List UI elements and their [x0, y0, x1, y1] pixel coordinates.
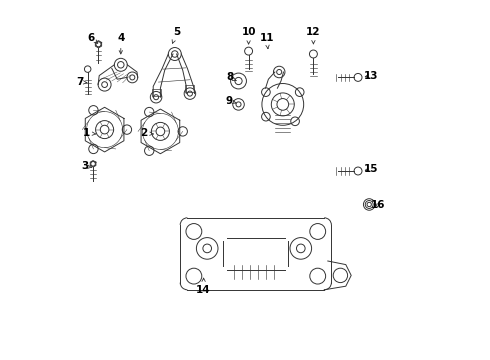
- Text: 1: 1: [83, 128, 96, 138]
- Text: 5: 5: [172, 27, 180, 43]
- Text: 8: 8: [226, 72, 236, 82]
- Text: 13: 13: [364, 71, 378, 81]
- Text: 11: 11: [259, 33, 274, 49]
- Text: 15: 15: [364, 164, 378, 174]
- Bar: [151, 89, 161, 96]
- Text: 10: 10: [242, 27, 256, 44]
- Text: 7: 7: [76, 77, 87, 87]
- Text: 16: 16: [371, 200, 386, 210]
- Text: 2: 2: [141, 128, 153, 138]
- Text: 14: 14: [196, 278, 211, 295]
- Text: 12: 12: [306, 27, 320, 44]
- Text: 3: 3: [81, 161, 91, 171]
- Bar: [185, 85, 195, 92]
- Text: 9: 9: [226, 96, 236, 106]
- Text: 4: 4: [117, 33, 124, 54]
- Text: 6: 6: [87, 33, 98, 43]
